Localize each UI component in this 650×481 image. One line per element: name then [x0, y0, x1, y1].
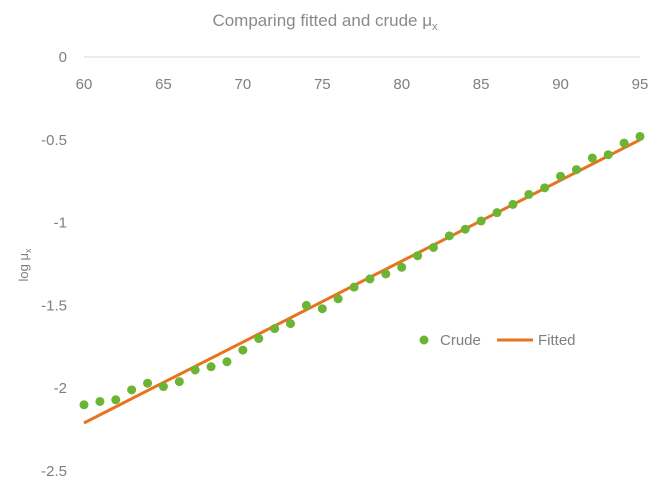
y-axis-label: log μx	[16, 248, 33, 281]
y-tick-label: 0	[59, 49, 67, 66]
crude-point	[79, 400, 89, 410]
y-tick-label: -1	[54, 215, 67, 232]
crude-point	[286, 319, 296, 329]
crude-point	[349, 282, 359, 292]
x-tick-labels: 60 65 70 75 80 85 90 95	[76, 76, 649, 93]
x-tick-label: 75	[314, 76, 331, 93]
crude-point	[556, 171, 566, 181]
x-tick-label: 70	[235, 76, 252, 93]
crude-point	[381, 269, 391, 279]
crude-point	[206, 362, 216, 372]
crude-point	[317, 304, 327, 314]
x-tick-label: 85	[473, 76, 490, 93]
legend: Crude Fitted	[419, 332, 576, 349]
y-tick-label: -2.5	[41, 463, 67, 480]
x-tick-label: 95	[632, 76, 649, 93]
crude-point	[619, 138, 629, 148]
crude-point	[571, 165, 581, 175]
crude-point	[492, 208, 502, 218]
crude-point	[270, 324, 280, 334]
crude-point	[540, 183, 550, 193]
crude-point	[111, 395, 121, 405]
x-tick-label: 65	[155, 76, 172, 93]
crude-point	[603, 150, 613, 160]
crude-point	[127, 385, 137, 395]
crude-point	[238, 345, 248, 355]
y-tick-labels: 0 -0.5 -1 -1.5 -2 -2.5	[41, 49, 67, 480]
fitted-line	[83, 138, 641, 425]
crude-point	[158, 382, 168, 392]
y-tick-label: -2	[54, 380, 67, 397]
y-tick-label: -0.5	[41, 132, 67, 149]
legend-fitted-label: Fitted	[538, 332, 576, 349]
crude-point	[301, 300, 311, 310]
crude-point	[254, 334, 264, 344]
crude-point	[143, 378, 153, 388]
crude-point	[524, 189, 534, 199]
x-tick-label: 90	[552, 76, 569, 93]
crude-point	[190, 365, 200, 375]
legend-crude-label: Crude	[440, 332, 481, 349]
crude-point	[428, 242, 438, 252]
chart-title: Comparing fitted and crude μx	[212, 11, 438, 33]
crude-point	[365, 274, 375, 284]
crude-point	[174, 377, 184, 387]
plot-series	[79, 131, 645, 425]
crude-point	[508, 199, 518, 209]
crude-point	[333, 294, 343, 304]
y-tick-label: -1.5	[41, 297, 67, 314]
crude-point	[460, 224, 470, 234]
crude-point	[587, 153, 597, 163]
crude-point	[413, 251, 423, 261]
crude-point	[635, 131, 645, 141]
crude-point	[95, 396, 105, 406]
crude-point	[222, 357, 232, 367]
crude-point	[397, 262, 407, 272]
crude-point	[444, 231, 454, 241]
legend-crude-marker	[419, 335, 429, 345]
crude-point	[476, 216, 486, 226]
x-tick-label: 80	[393, 76, 410, 93]
x-tick-label: 60	[76, 76, 93, 93]
